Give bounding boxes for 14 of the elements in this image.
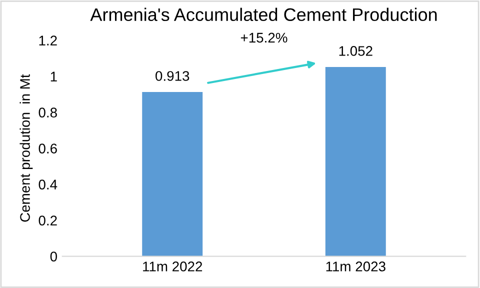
y-tick-label: 0.2 [38, 216, 57, 226]
y-tick-label: 0 [50, 252, 57, 262]
x-tick-label: 11m 2022 [143, 262, 202, 272]
data-label: 1.052 [339, 46, 372, 56]
y-tick-label: 1.2 [39, 36, 57, 46]
chart-title: Armenia's Accumulated Cement Production [90, 8, 437, 22]
y-tick-label: 1 [50, 72, 57, 82]
y-tick-label: 0.4 [38, 180, 58, 190]
y-tick-label: 0.6 [38, 144, 57, 154]
y-axis-title: Cement prodution in Mt [20, 74, 33, 222]
data-label: 0.913 [156, 71, 190, 81]
y-tick-label: 0.8 [38, 108, 57, 118]
annotation: +15.2% [240, 32, 288, 43]
x-tick-label: 11m 2023 [326, 262, 386, 272]
